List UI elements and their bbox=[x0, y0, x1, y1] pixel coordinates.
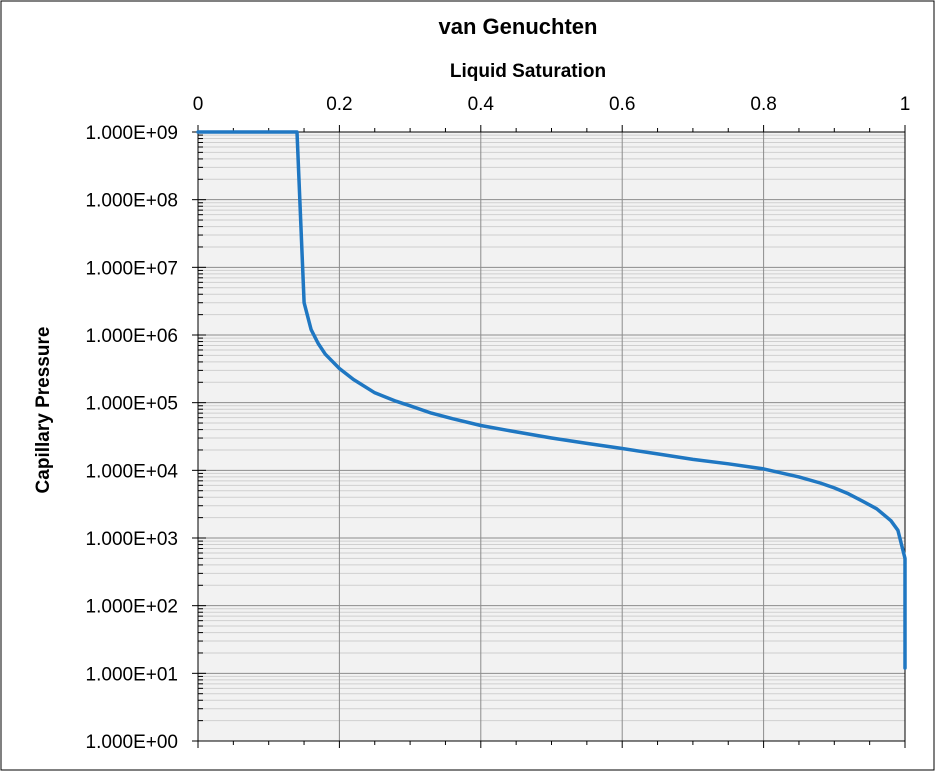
x-tick-label: 0.6 bbox=[609, 94, 635, 115]
y-tick-label: 1.000E+08 bbox=[86, 191, 178, 212]
y-tick-label: 1.000E+05 bbox=[86, 394, 178, 415]
x-tick-labels: 0 0.2 0.4 0.6 0.8 1 bbox=[193, 94, 911, 115]
x-tick-label: 0.4 bbox=[468, 94, 495, 115]
axis-ticks bbox=[192, 125, 906, 748]
y-tick-label: 1.000E+03 bbox=[86, 529, 178, 550]
chart-title: van Genuchten bbox=[439, 14, 598, 39]
y-tick-label: 1.000E+01 bbox=[86, 664, 178, 685]
x-tick-label: 0.8 bbox=[750, 94, 776, 115]
series-layer bbox=[196, 130, 907, 670]
x-tick-label: 0 bbox=[193, 94, 204, 115]
y-axis-title: Capillary Pressure bbox=[33, 327, 54, 494]
y-tick-label: 1.000E+00 bbox=[86, 732, 178, 753]
x-tick-label: 0.2 bbox=[326, 94, 352, 115]
y-tick-label: 1.000E+07 bbox=[86, 258, 178, 279]
series-line bbox=[196, 130, 907, 670]
y-tick-label: 1.000E+09 bbox=[86, 123, 178, 144]
y-tick-label: 1.000E+04 bbox=[86, 461, 179, 482]
x-tick-label: 1 bbox=[900, 94, 911, 115]
y-tick-label: 1.000E+02 bbox=[86, 597, 178, 618]
minor-grid bbox=[198, 134, 905, 722]
y-tick-labels: 1.000E+00 1.000E+01 1.000E+02 1.000E+03 1.00… bbox=[86, 123, 179, 753]
y-tick-label: 1.000E+06 bbox=[86, 326, 178, 347]
x-axis-title: Liquid Saturation bbox=[450, 61, 606, 82]
